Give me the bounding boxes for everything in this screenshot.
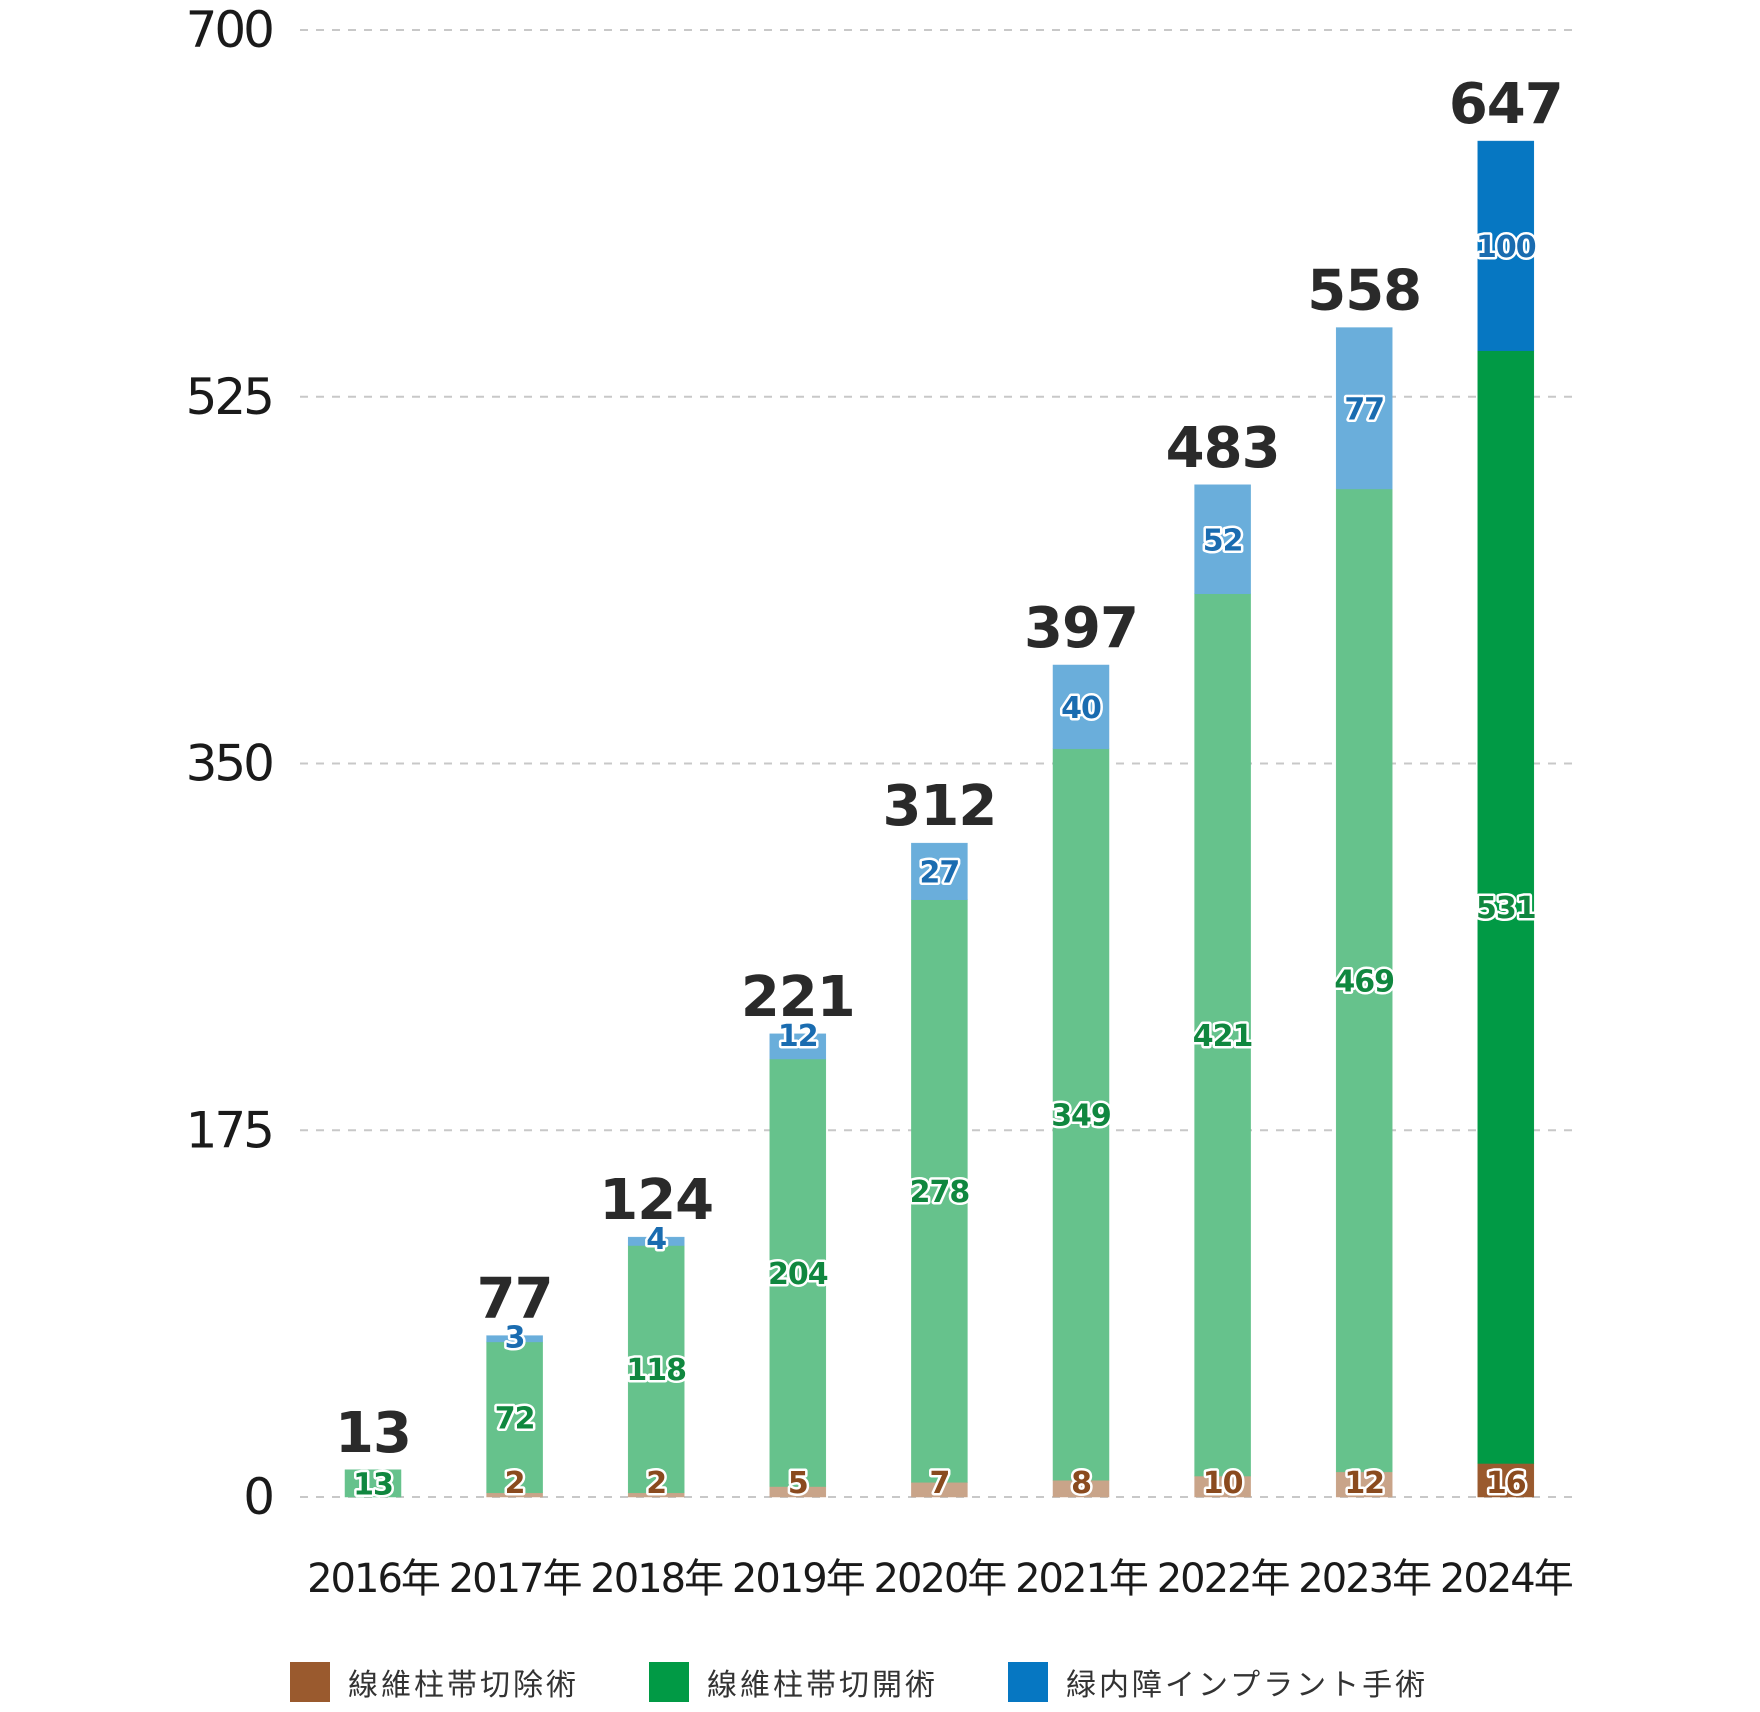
bar-opening-7 xyxy=(1335,488,1393,1473)
segment-label-opening: 421 xyxy=(1193,1019,1253,1054)
bar-opening-3 xyxy=(769,1058,827,1487)
total-label: 558 xyxy=(1307,259,1421,324)
segment-label-excision: 12 xyxy=(1344,1466,1384,1501)
segment-label-implant: 3 xyxy=(505,1321,525,1356)
x-tick-label: 2016年 xyxy=(307,1556,440,1602)
legend: 線維柱帯切除術 線維柱帯切開術 緑内障インプラント手術 xyxy=(290,1660,1590,1704)
y-tick-label: 525 xyxy=(186,368,272,426)
total-label: 221 xyxy=(741,965,855,1030)
legend-label-implant: 緑内障インプラント手術 xyxy=(1066,1668,1429,1703)
legend-item-excision[interactable]: 線維柱帯切除術 xyxy=(290,1660,579,1704)
segment-label-implant: 4 xyxy=(646,1222,666,1257)
x-tick-label: 2023年 xyxy=(1298,1556,1431,1602)
bar-implant-2 xyxy=(627,1236,685,1246)
bar-opening-2 xyxy=(627,1245,685,1494)
segment-label-excision: 7 xyxy=(929,1466,949,1501)
y-tick-label: 350 xyxy=(186,735,273,793)
data-labels: 1313272377211841245204122217278273128349… xyxy=(335,72,1564,1505)
bar-implant-1 xyxy=(486,1335,543,1343)
y-tick-label: 0 xyxy=(243,1468,272,1526)
bar-implant-7 xyxy=(1335,327,1393,490)
segment-label-implant: 27 xyxy=(920,855,960,890)
segment-label-opening: 118 xyxy=(626,1353,686,1388)
total-label: 647 xyxy=(1449,72,1563,137)
legend-item-opening[interactable]: 線維柱帯切開術 xyxy=(649,1660,938,1704)
segment-label-implant: 100 xyxy=(1476,230,1536,265)
x-tick-label: 2022年 xyxy=(1157,1556,1290,1602)
segment-label-excision: 2 xyxy=(646,1466,666,1501)
legend-label-opening: 線維柱帯切開術 xyxy=(707,1668,938,1703)
total-label: 13 xyxy=(335,1401,411,1466)
bar-implant-8 xyxy=(1477,140,1535,351)
total-label: 77 xyxy=(477,1267,553,1332)
segment-label-implant: 77 xyxy=(1344,392,1384,427)
segment-label-opening: 531 xyxy=(1476,891,1536,926)
total-label: 124 xyxy=(599,1168,713,1233)
legend-swatch-implant xyxy=(1008,1662,1048,1702)
total-label: 397 xyxy=(1024,596,1138,661)
segment-label-opening: 469 xyxy=(1334,964,1394,999)
bar-excision-8 xyxy=(1477,1463,1535,1498)
bar-implant-3 xyxy=(769,1033,827,1060)
bar-opening-8 xyxy=(1477,350,1535,1464)
legend-label-excision: 線維柱帯切除術 xyxy=(348,1668,579,1703)
x-tick-label: 2020年 xyxy=(874,1556,1007,1602)
total-label: 312 xyxy=(882,774,996,839)
x-tick-label: 2018年 xyxy=(590,1556,723,1602)
segment-label-implant: 40 xyxy=(1061,691,1101,726)
legend-item-implant[interactable]: 緑内障インプラント手術 xyxy=(1008,1660,1428,1704)
x-tick-label: 2021年 xyxy=(1015,1556,1148,1602)
segment-label-excision: 10 xyxy=(1203,1466,1243,1501)
y-tick-label: 175 xyxy=(186,1101,272,1159)
segment-label-excision: 8 xyxy=(1071,1466,1091,1501)
legend-swatch-opening xyxy=(649,1662,689,1702)
bar-excision-7 xyxy=(1335,1471,1393,1498)
bar-implant-5 xyxy=(1052,664,1110,750)
segment-label-implant: 52 xyxy=(1203,523,1243,558)
bar-implant-6 xyxy=(1194,484,1251,594)
bars xyxy=(344,140,1535,1498)
bar-implant-4 xyxy=(911,842,968,900)
segment-label-opening: 349 xyxy=(1051,1099,1111,1134)
segment-label-opening: 13 xyxy=(353,1467,393,1502)
y-tick-label: 700 xyxy=(186,1,273,59)
segment-label-opening: 278 xyxy=(910,1175,970,1210)
segment-label-opening: 72 xyxy=(495,1401,535,1436)
segment-label-excision: 2 xyxy=(505,1466,525,1501)
x-axis-ticks: 2016年 2017年 2018年 2019年 2020年 2021年 2022年 2023年… xyxy=(307,1556,1575,1602)
legend-swatch-excision xyxy=(290,1662,330,1702)
bar-opening-5 xyxy=(1052,748,1110,1481)
bar-opening-6 xyxy=(1194,593,1251,1477)
x-tick-label: 2024年 xyxy=(1440,1556,1573,1602)
total-label: 483 xyxy=(1166,416,1280,481)
segment-label-implant: 12 xyxy=(778,1019,818,1054)
y-axis-ticks: 0 175 350 525 700 xyxy=(186,1,276,1526)
bar-opening-4 xyxy=(911,899,968,1483)
bar-opening-0 xyxy=(344,1469,402,1498)
segment-label-excision: 5 xyxy=(788,1466,808,1501)
bar-opening-1 xyxy=(486,1341,543,1494)
segment-label-opening: 204 xyxy=(768,1257,828,1292)
segment-label-excision: 16 xyxy=(1486,1466,1526,1501)
x-tick-label: 2019年 xyxy=(732,1556,865,1602)
x-tick-label: 2017年 xyxy=(449,1556,582,1602)
